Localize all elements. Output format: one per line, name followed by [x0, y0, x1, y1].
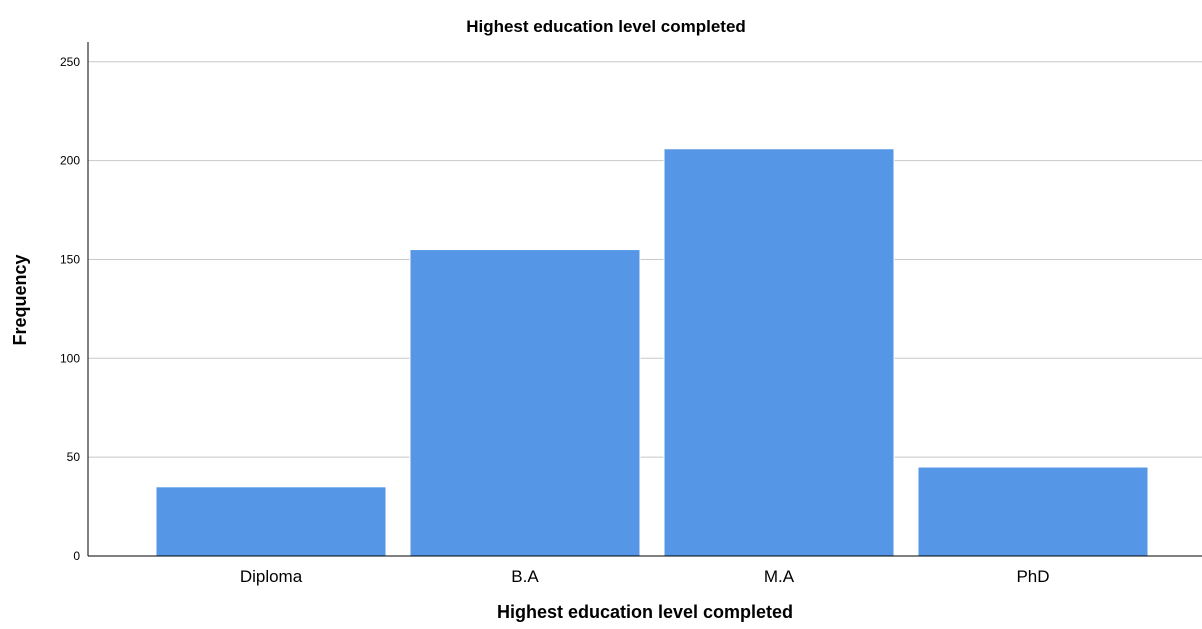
gridlines — [88, 61, 1202, 458]
y-tick-label: 50 — [67, 450, 81, 464]
bar-diploma — [155, 486, 387, 557]
x-tick-label: B.A — [511, 567, 539, 586]
y-tick-label: 250 — [60, 55, 80, 69]
x-tick-label: M.A — [764, 567, 795, 586]
bars — [155, 148, 1149, 557]
y-tick-labels: 0 50 100 150 200 250 — [60, 55, 80, 563]
y-tick-label: 200 — [60, 154, 80, 168]
x-tick-label: Diploma — [240, 567, 303, 586]
bar-phd — [917, 466, 1149, 557]
y-tick-label: 100 — [60, 351, 80, 365]
x-tick-labels: Diploma B.A M.A PhD — [240, 567, 1050, 586]
x-tick-label: PhD — [1016, 567, 1049, 586]
y-axis-title: Frequency — [10, 254, 30, 345]
bar-m-a — [663, 148, 895, 557]
bar-b-a — [409, 249, 641, 557]
y-tick-label: 150 — [60, 252, 80, 266]
y-tick-label: 0 — [73, 549, 80, 563]
x-axis-title: Highest education level completed — [497, 602, 793, 622]
chart-title: Highest education level completed — [466, 17, 746, 36]
